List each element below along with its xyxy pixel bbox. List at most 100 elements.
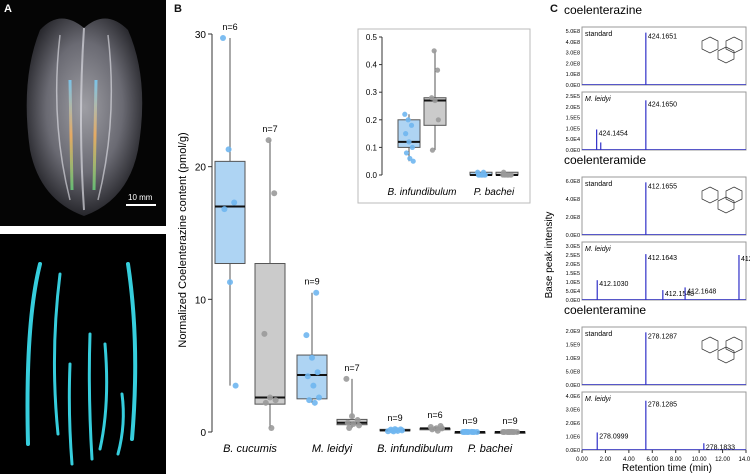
y-tick-label: 5.0E4 <box>566 289 580 295</box>
data-point <box>501 429 508 435</box>
y-tick-label: 1.5E9 <box>566 343 580 349</box>
chromatogram-frame <box>581 91 747 151</box>
data-point <box>303 332 310 339</box>
y-tick-label: 3.0E6 <box>566 408 580 414</box>
peak-label: 424.1454 <box>599 130 628 137</box>
y-tick-label: 5.0E4 <box>566 137 580 143</box>
chromatogram-frame <box>581 176 747 236</box>
inset-data-point <box>431 48 437 54</box>
y-tick-label: 1.0E5 <box>566 126 580 132</box>
molecule-structure <box>701 336 743 364</box>
box-grey <box>254 263 286 405</box>
y-tick-label: 0.0E0 <box>566 448 580 454</box>
inset-data-point <box>406 139 412 145</box>
data-point <box>434 427 441 434</box>
chromatogram-frame <box>581 26 747 86</box>
trace-label: standard <box>585 181 612 188</box>
trace-label: M. leidyi <box>585 396 611 403</box>
y-tick-label: 3.0E5 <box>566 244 580 250</box>
data-point <box>227 279 233 286</box>
y-tick-label: 2.5E5 <box>566 253 580 259</box>
peak-label: 412.1643 <box>648 255 677 262</box>
y-tick-label: 1.0E6 <box>566 435 580 441</box>
inset-data-point <box>500 172 506 178</box>
y-tick-label: 5.0E8 <box>566 370 580 376</box>
inset-x-category-label: P. bachei <box>474 187 515 198</box>
data-point <box>313 289 320 296</box>
peak-label: 412.1030 <box>599 281 628 288</box>
peak-label: 412.1648 <box>687 288 716 295</box>
inset-y-tick-label: 0.3 <box>366 88 378 97</box>
peak-label: 278.1285 <box>648 402 677 409</box>
y-tick-label: 3.0E8 <box>566 51 580 57</box>
y-tick-label: 0.0E0 <box>566 148 580 154</box>
x-category-label: M. leidyi <box>312 443 353 455</box>
panel-c: C Base peak intensity Retention time (mi… <box>542 0 750 475</box>
data-point <box>268 425 275 432</box>
y-tick-label: 2.0E6 <box>566 421 580 427</box>
y-tick-label: 4.0E8 <box>566 197 580 203</box>
panel-b: B Normalized Coelenterazine content (pmo… <box>172 0 542 475</box>
trace-label: M. leidyi <box>585 246 611 253</box>
chromatogram-frame <box>581 326 747 386</box>
inset-data-point <box>402 111 408 117</box>
data-point <box>429 426 436 433</box>
n-label: n=6 <box>427 410 442 420</box>
data-point <box>356 422 362 429</box>
n-label: n=7 <box>344 363 359 373</box>
data-point <box>316 394 322 401</box>
y-tick-label: 2.0E5 <box>566 105 580 111</box>
data-point <box>390 428 397 435</box>
x-tick-label: 6.00 <box>646 457 658 463</box>
n-label: n=7 <box>262 124 277 134</box>
inset-y-tick-label: 0.5 <box>366 33 378 42</box>
y-tick-label: 4.0E8 <box>566 40 580 46</box>
data-point <box>221 206 228 213</box>
box-blue <box>296 354 328 400</box>
scale-bar-label: 10 mm <box>128 193 153 202</box>
data-point <box>265 137 272 144</box>
n-label: n=6 <box>222 22 237 32</box>
x-category-label: B. cucumis <box>223 443 277 455</box>
inset-y-tick-label: 0.0 <box>366 171 378 180</box>
inset-data-point <box>506 172 512 178</box>
chromatogram-frame <box>581 241 747 301</box>
y-tick-label: 0.0E0 <box>566 383 580 389</box>
data-point <box>309 354 315 361</box>
data-point <box>465 429 472 435</box>
y-tick-label: 1.0E5 <box>566 280 580 286</box>
x-tick-label: 2.00 <box>600 457 612 463</box>
compound-title: coelenteramine <box>564 303 646 317</box>
panel-a: A 10 mm <box>0 0 166 475</box>
trace-label: M. leidyi <box>585 96 611 103</box>
data-point <box>349 413 355 420</box>
x-tick-label: 10.00 <box>692 457 708 463</box>
chromatogram-chart: Base peak intensity Retention time (min)… <box>544 3 750 474</box>
ctenophore-photo: 10 mm <box>0 0 166 226</box>
data-point <box>350 421 357 428</box>
y-tick-label: 6.0E8 <box>566 179 580 185</box>
inset-data-point <box>410 158 416 164</box>
data-point <box>354 417 361 424</box>
peak-label: 424.1651 <box>648 34 677 41</box>
chromatogram-frame <box>581 391 747 451</box>
inset-data-point <box>405 117 411 123</box>
bioluminescence-photo <box>0 234 166 474</box>
inset-data-point <box>409 144 415 150</box>
data-point <box>344 419 351 426</box>
data-point <box>261 330 268 337</box>
data-point <box>304 373 311 380</box>
x-category-label: B. infundibulum <box>377 443 453 455</box>
y-tick-label: 0.0E0 <box>566 233 580 239</box>
y-tick-label: 1.5E5 <box>566 271 580 277</box>
data-point <box>385 428 391 435</box>
inset-data-point <box>403 150 410 156</box>
inset-data-point <box>432 97 438 104</box>
data-point <box>310 382 317 389</box>
molecule-structure <box>701 186 743 214</box>
x-tick-label: 4.00 <box>623 457 635 463</box>
data-point <box>471 429 478 435</box>
inset-data-point <box>408 122 415 128</box>
n-label: n=9 <box>502 416 517 426</box>
inset-y-tick-label: 0.1 <box>366 143 378 152</box>
